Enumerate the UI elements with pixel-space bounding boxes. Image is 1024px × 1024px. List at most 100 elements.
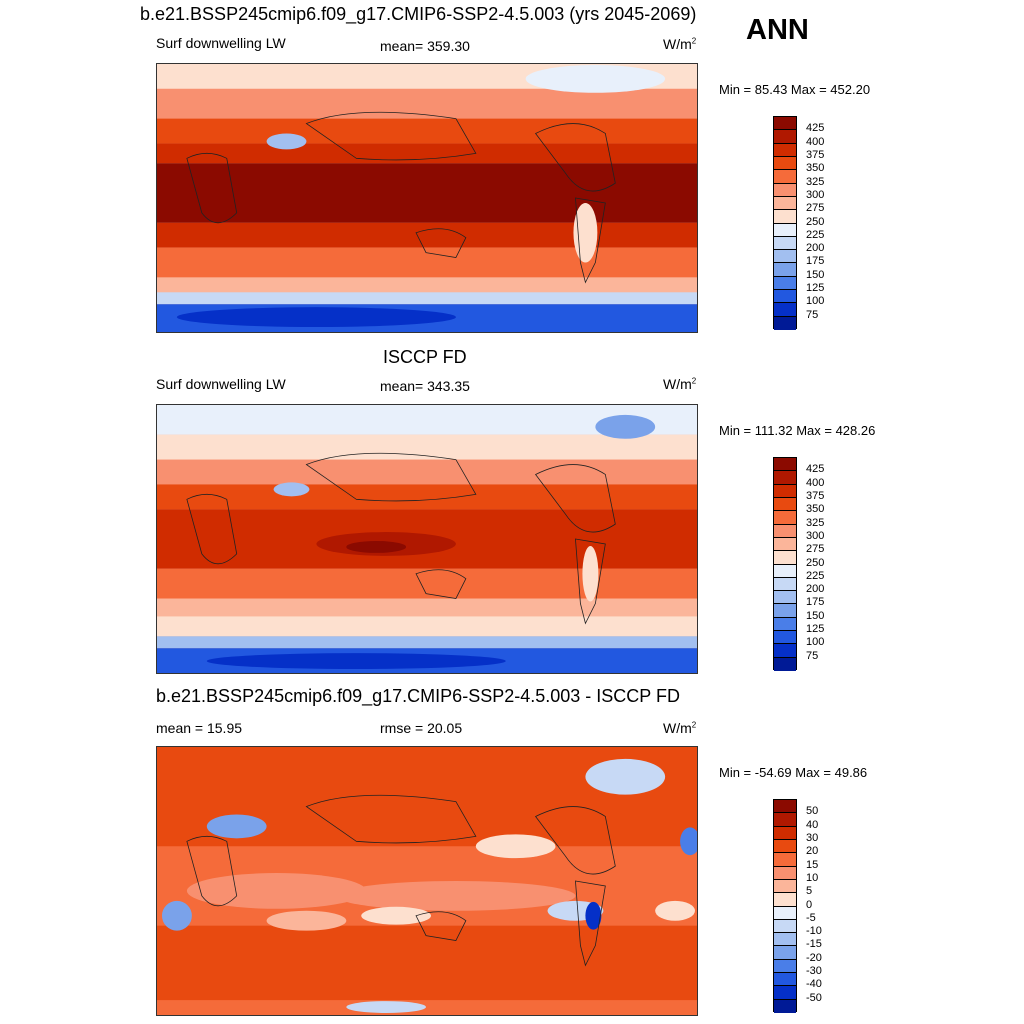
- colorbar-swatch: [774, 946, 796, 960]
- colorbar-swatch: [774, 853, 796, 867]
- colorbar-swatch: [774, 223, 796, 237]
- panel3-colorbar: [773, 799, 797, 1013]
- colorbar-swatch: [774, 471, 796, 485]
- colorbar-tick-label: 275: [806, 202, 825, 215]
- colorbar-swatch: [774, 290, 796, 304]
- colorbar-swatch: [774, 458, 796, 472]
- panel2-minmax: Min = 111.32 Max = 428.26: [719, 423, 876, 438]
- colorbar-swatch: [774, 986, 796, 1000]
- panel3-minmax: Min = -54.69 Max = 49.86: [719, 765, 868, 780]
- colorbar-swatch: [774, 577, 796, 592]
- colorbar-tick-label: 325: [806, 175, 825, 188]
- colorbar-tick-label: 325: [806, 516, 825, 529]
- colorbar-tick-label: -30: [806, 965, 822, 978]
- colorbar-tick-label: 275: [806, 543, 825, 556]
- colorbar-swatch: [774, 591, 796, 605]
- colorbar-swatch: [774, 196, 796, 211]
- colorbar-tick-label: -5: [806, 911, 816, 924]
- colorbar-tick-label: 350: [806, 503, 825, 516]
- colorbar-tick-label: 175: [806, 596, 825, 609]
- colorbar-swatch: [774, 933, 796, 947]
- figure-title: b.e21.BSSP245cmip6.f09_g17.CMIP6-SSP2-4.…: [140, 4, 697, 24]
- colorbar-swatch: [774, 893, 796, 907]
- panel2-units-label: W/m2: [663, 376, 697, 392]
- colorbar-swatch: [774, 826, 796, 840]
- colorbar-swatch: [774, 537, 796, 552]
- panel2-map: [156, 404, 698, 674]
- colorbar-swatch: [774, 657, 796, 671]
- colorbar-tick-label: 250: [806, 215, 825, 228]
- colorbar-tick-label: 375: [806, 489, 825, 502]
- colorbar-tick-label: 75: [806, 649, 819, 662]
- colorbar-tick-label: 150: [806, 268, 825, 281]
- colorbar-tick-label: 375: [806, 148, 825, 161]
- colorbar-swatch: [774, 497, 796, 512]
- colorbar-tick-label: 200: [806, 583, 825, 596]
- colorbar-swatch: [774, 316, 796, 330]
- colorbar-tick-label: 40: [806, 818, 819, 831]
- colorbar-tick-label: -20: [806, 951, 822, 964]
- colorbar-swatch: [774, 959, 796, 974]
- colorbar-swatch: [774, 919, 796, 934]
- panel1-minmax: Min = 85.43 Max = 452.20: [719, 82, 871, 97]
- colorbar-swatch: [774, 484, 796, 498]
- colorbar-tick-label: 300: [806, 529, 825, 542]
- colorbar-tick-label: 100: [806, 636, 825, 649]
- colorbar-tick-label: -10: [806, 925, 822, 938]
- colorbar-tick-label: 0: [806, 898, 813, 911]
- panel1-mean-label: mean= 359.30: [380, 38, 470, 54]
- colorbar-swatch: [774, 143, 796, 157]
- colorbar-tick-label: 5: [806, 885, 813, 898]
- panel1-map: [156, 63, 698, 333]
- colorbar-swatch: [774, 511, 796, 525]
- colorbar-tick-label: 150: [806, 609, 825, 622]
- colorbar-swatch: [774, 564, 796, 578]
- colorbar-swatch: [774, 276, 796, 291]
- colorbar-tick-label: 250: [806, 556, 825, 569]
- colorbar-swatch: [774, 524, 796, 538]
- colorbar-swatch: [774, 973, 796, 987]
- colorbar-swatch: [774, 156, 796, 171]
- panel1-map-field: [157, 64, 697, 332]
- colorbar-swatch: [774, 303, 796, 317]
- colorbar-swatch: [774, 800, 796, 814]
- panel1-units-label: W/m2: [663, 36, 697, 52]
- colorbar-tick-label: 30: [806, 831, 819, 844]
- colorbar-tick-label: 175: [806, 255, 825, 268]
- panel1-colorbar: [773, 116, 797, 330]
- panel1-variable-label: Surf downwelling LW: [156, 35, 286, 51]
- colorbar-tick-label: 225: [806, 569, 825, 582]
- colorbar-tick-label: 200: [806, 242, 825, 255]
- panel3-title: b.e21.BSSP245cmip6.f09_g17.CMIP6-SSP2-4.…: [156, 686, 680, 706]
- colorbar-swatch: [774, 644, 796, 658]
- colorbar-swatch: [774, 631, 796, 645]
- colorbar-swatch: [774, 551, 796, 565]
- colorbar-tick-label: 425: [806, 463, 825, 476]
- panel2-variable-label: Surf downwelling LW: [156, 376, 286, 392]
- panel3-map-field: [157, 747, 697, 1015]
- colorbar-tick-label: 100: [806, 295, 825, 308]
- colorbar-tick-label: 225: [806, 228, 825, 241]
- panel3-rmse-label: rmse = 20.05: [380, 720, 463, 736]
- colorbar-tick-label: 400: [806, 135, 825, 148]
- colorbar-tick-label: 15: [806, 858, 819, 871]
- panel2-title: ISCCP FD: [383, 347, 467, 367]
- panel3-map: [156, 746, 698, 1016]
- colorbar-tick-label: 125: [806, 623, 825, 636]
- colorbar-swatch: [774, 813, 796, 827]
- colorbar-swatch: [774, 236, 796, 251]
- colorbar-tick-label: 75: [806, 308, 819, 321]
- colorbar-swatch: [774, 617, 796, 632]
- panel3-mean-label: mean = 15.95: [156, 720, 243, 736]
- colorbar-swatch: [774, 210, 796, 224]
- colorbar-tick-label: 400: [806, 476, 825, 489]
- season-label: ANN: [746, 14, 809, 46]
- colorbar-swatch: [774, 130, 796, 144]
- colorbar-swatch: [774, 866, 796, 880]
- colorbar-tick-label: -40: [806, 978, 822, 991]
- colorbar-tick-label: 350: [806, 162, 825, 175]
- colorbar-swatch: [774, 999, 796, 1013]
- panel2-map-field: [157, 405, 697, 673]
- colorbar-tick-label: 50: [806, 805, 819, 818]
- colorbar-tick-label: -15: [806, 938, 822, 951]
